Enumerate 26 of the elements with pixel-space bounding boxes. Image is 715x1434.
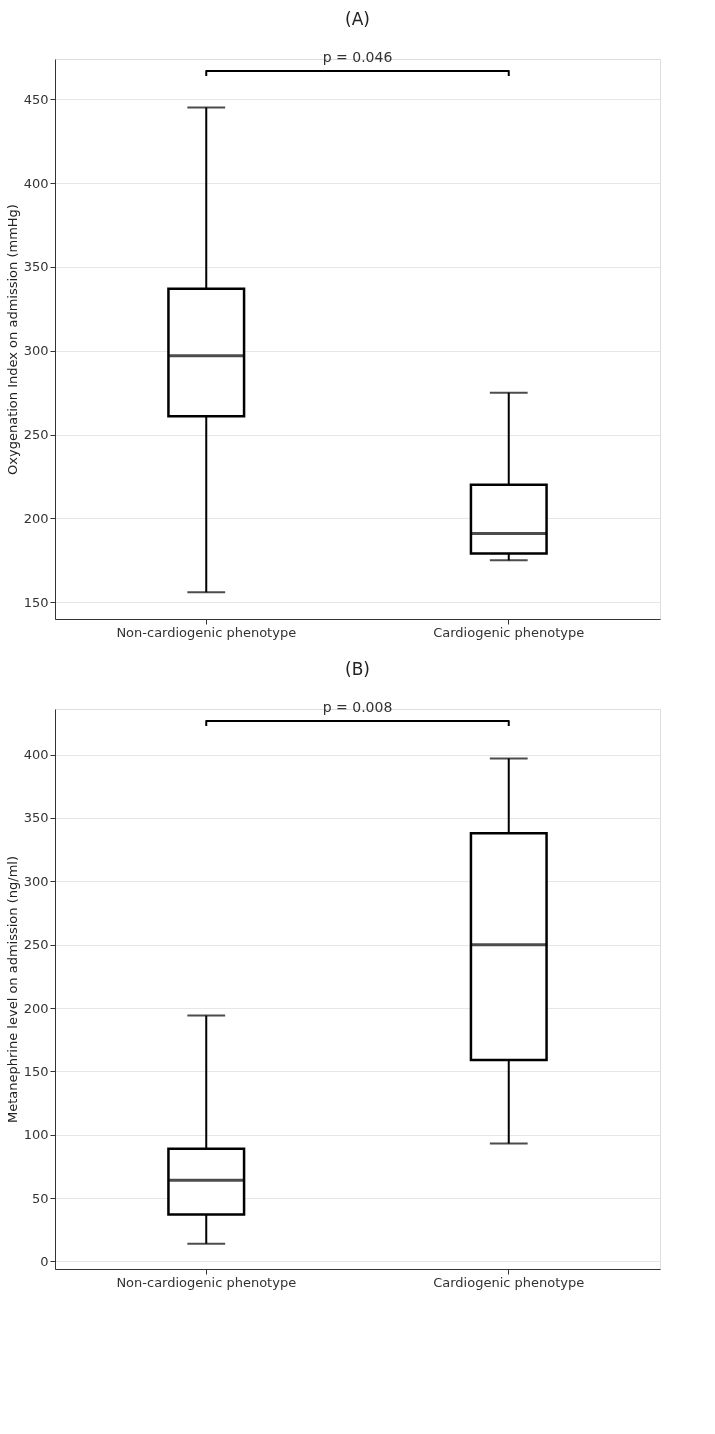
y-tick-label: 150 <box>23 1063 49 1079</box>
chart-title: (B) <box>345 659 370 679</box>
y-tick-label: 50 <box>31 1190 49 1206</box>
y-tick-label: 350 <box>23 259 49 275</box>
x-tick-label: Cardiogenic phenotype <box>433 1274 585 1290</box>
y-tick-label: 300 <box>23 873 49 889</box>
y-tick-label: 250 <box>23 937 49 953</box>
y-tick-label: 200 <box>23 510 49 526</box>
chart-title: (A) <box>345 9 370 29</box>
annotation: p = 0.046 <box>322 49 393 65</box>
y-axis-title: Metanephrine level on admission (ng/ml) <box>4 856 20 1123</box>
y-tick-label: 150 <box>23 594 49 610</box>
y-tick-label: 100 <box>23 1127 49 1143</box>
y-axis-title: Oxygenation Index on admission (mmHg) <box>4 204 20 475</box>
x-tick-label: Cardiogenic phenotype <box>433 624 585 640</box>
y-tick-label: 450 <box>23 91 49 107</box>
y-tick-label: 400 <box>23 747 49 763</box>
y-tick-label: 400 <box>23 175 49 191</box>
x-tick-label: Non-cardiogenic phenotype <box>116 624 297 640</box>
y-tick-label: 0 <box>40 1253 49 1269</box>
y-tick-label: 350 <box>23 810 49 826</box>
y-tick-label: 200 <box>23 1000 49 1016</box>
y-tick-label: 300 <box>23 343 49 359</box>
x-tick-label: Non-cardiogenic phenotype <box>116 1274 297 1290</box>
annotation: p = 0.008 <box>322 699 393 715</box>
y-tick-label: 250 <box>23 427 49 443</box>
